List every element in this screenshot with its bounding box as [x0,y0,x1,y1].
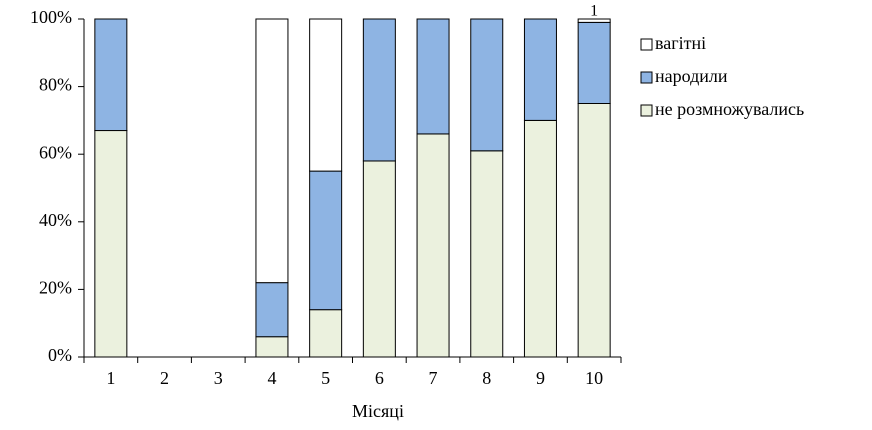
legend-label: народили [655,66,728,86]
bar-segment [94,130,128,358]
y-tick-label: 20% [39,278,72,298]
bar-segment [523,119,557,358]
y-tick-label: 80% [39,75,72,95]
y-tick-label: 0% [48,345,72,365]
bar-segment [362,160,396,358]
x-tick-label: 4 [267,368,276,388]
bar-segment [255,336,289,358]
x-tick-label: 1 [106,368,115,388]
legend-swatch [640,38,653,51]
bar-segment [94,18,128,132]
y-tick-label: 60% [39,142,72,162]
x-tick-label: 8 [482,368,491,388]
bar-segment [577,103,611,358]
bar-segment [470,150,504,358]
bar-segment [255,18,289,284]
bar-segment [255,282,289,338]
x-axis-label: Місяці [352,401,404,421]
x-tick-label: 7 [429,368,438,388]
x-tick-label: 10 [585,368,603,388]
legend-label: не розмножувались [655,99,804,119]
bar-segment [309,18,343,172]
bar-segment [309,309,343,358]
x-tick-label: 3 [214,368,223,388]
bar-segment [523,18,557,121]
x-tick-label: 9 [536,368,545,388]
legend-label: вагітні [655,33,706,53]
legend-swatch [640,71,653,84]
y-tick-label: 100% [30,7,72,27]
bar-segment [577,21,611,105]
bar-segment [416,18,450,135]
y-tick-label: 40% [39,210,72,230]
x-tick-label: 5 [321,368,330,388]
x-tick-label: 6 [375,368,384,388]
bar-segment [577,18,611,23]
data-label: 1 [590,3,598,20]
legend-swatch [640,104,653,117]
bar-segment [309,170,343,311]
x-tick-label: 2 [160,368,169,388]
bar-segment [416,133,450,358]
bar-segment [470,18,504,152]
bar-segment [362,18,396,162]
